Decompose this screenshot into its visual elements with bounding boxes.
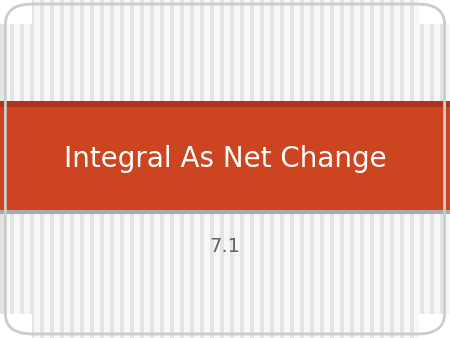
Text: Integral As Net Change: Integral As Net Change xyxy=(64,145,386,173)
Bar xyxy=(0,314,32,338)
Bar xyxy=(40,0,44,338)
Bar xyxy=(0,101,450,210)
Bar xyxy=(300,0,304,338)
Bar xyxy=(50,0,54,338)
Bar xyxy=(280,0,284,338)
Bar xyxy=(410,0,414,338)
Bar xyxy=(0,210,450,214)
Bar xyxy=(0,0,4,338)
Bar xyxy=(30,0,34,338)
Bar xyxy=(260,0,264,338)
Bar xyxy=(10,0,14,338)
Bar xyxy=(0,101,450,107)
Bar xyxy=(320,0,324,338)
Bar xyxy=(380,0,384,338)
Bar xyxy=(420,0,424,338)
Bar xyxy=(370,0,374,338)
Bar xyxy=(400,0,404,338)
Bar xyxy=(60,0,64,338)
Bar xyxy=(270,0,274,338)
Bar xyxy=(418,314,450,338)
Bar xyxy=(390,0,394,338)
Bar xyxy=(170,0,174,338)
Bar xyxy=(418,0,450,24)
Bar xyxy=(180,0,184,338)
Bar xyxy=(230,0,234,338)
Bar xyxy=(200,0,204,338)
Bar xyxy=(190,0,194,338)
Bar xyxy=(330,0,334,338)
Bar xyxy=(140,0,144,338)
Bar xyxy=(360,0,364,338)
Bar xyxy=(120,0,124,338)
Bar xyxy=(250,0,254,338)
Bar xyxy=(430,0,434,338)
Bar xyxy=(220,0,224,338)
Bar xyxy=(70,0,74,338)
Bar xyxy=(90,0,94,338)
Bar xyxy=(110,0,114,338)
Bar xyxy=(160,0,164,338)
Bar xyxy=(310,0,314,338)
Bar xyxy=(350,0,354,338)
Bar xyxy=(130,0,134,338)
Bar xyxy=(100,0,104,338)
Bar xyxy=(440,0,444,338)
Bar xyxy=(340,0,344,338)
Bar xyxy=(290,0,294,338)
Bar xyxy=(150,0,154,338)
Bar xyxy=(240,0,244,338)
Bar xyxy=(210,0,214,338)
Text: 7.1: 7.1 xyxy=(210,237,240,256)
Bar xyxy=(20,0,24,338)
Bar xyxy=(0,0,32,24)
Bar xyxy=(80,0,84,338)
